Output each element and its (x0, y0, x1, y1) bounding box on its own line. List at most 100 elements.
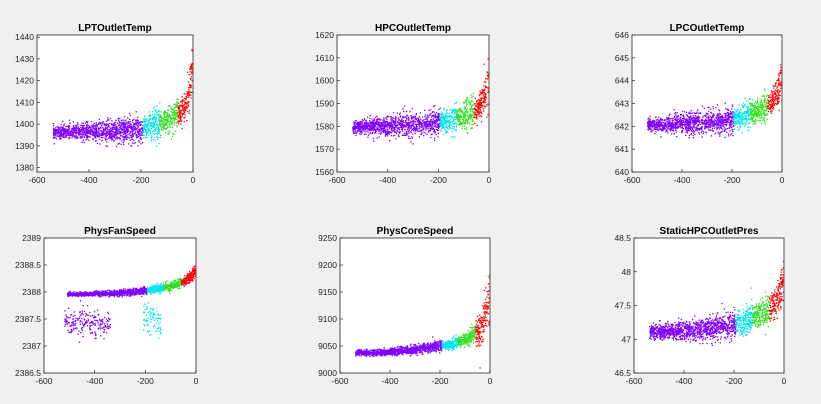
data-point (763, 99, 766, 101)
data-point (394, 121, 396, 123)
data-point (712, 130, 714, 132)
data-point (659, 128, 661, 130)
data-point (140, 124, 142, 126)
data-point (174, 113, 176, 116)
data-point (67, 125, 70, 127)
data-point (720, 131, 722, 133)
data-point (690, 125, 692, 128)
data-point (411, 136, 413, 138)
data-point (649, 126, 651, 128)
data-point (405, 120, 407, 122)
data-point (109, 117, 112, 120)
data-point (484, 106, 486, 108)
data-point (733, 111, 736, 113)
data-point (186, 93, 189, 96)
data-point (658, 120, 661, 122)
data-point (177, 116, 180, 118)
data-point (677, 115, 679, 117)
data-point (716, 104, 719, 106)
data-point (689, 121, 691, 123)
data-point (744, 111, 746, 113)
data-point (447, 122, 450, 124)
data-point (766, 106, 768, 108)
data-point (434, 124, 436, 126)
data-point (180, 109, 183, 111)
data-point (714, 132, 716, 135)
data-point (676, 120, 678, 122)
data-point (682, 117, 684, 120)
data-point (99, 135, 101, 137)
data-point (679, 113, 682, 115)
data-point (448, 123, 451, 126)
data-point (465, 128, 468, 131)
data-point (440, 128, 442, 131)
data-point (678, 126, 680, 128)
data-point (649, 127, 651, 130)
data-point (460, 123, 463, 126)
data-point (419, 118, 422, 120)
data-point (120, 143, 122, 145)
data-point (113, 133, 115, 135)
data-point (653, 122, 655, 124)
data-point (663, 124, 665, 126)
data-point (367, 125, 370, 127)
data-point (452, 109, 454, 111)
data-point (688, 121, 691, 123)
data-point (686, 122, 688, 125)
data-point (466, 108, 468, 110)
data-point (458, 119, 460, 121)
data-point (444, 125, 447, 127)
data-point (670, 128, 672, 131)
data-point (407, 130, 409, 133)
data-point (681, 110, 684, 113)
data-point (62, 128, 64, 131)
data-point (99, 121, 101, 123)
data-point (426, 124, 428, 126)
data-point (392, 123, 394, 126)
data-point (374, 122, 376, 124)
data-point (68, 125, 71, 128)
data-point (58, 126, 60, 128)
data-point (99, 128, 101, 130)
data-point (92, 138, 94, 140)
data-point (450, 121, 452, 123)
data-point (367, 122, 369, 124)
data-point (420, 129, 423, 131)
data-point (63, 127, 65, 130)
data-point (183, 110, 185, 112)
data-point (467, 132, 469, 134)
data-point (110, 127, 112, 130)
data-point (484, 96, 486, 98)
data-point (123, 127, 125, 129)
data-point (747, 110, 749, 112)
data-point (717, 113, 719, 115)
data-point (419, 112, 421, 114)
data-point (486, 104, 488, 106)
data-point (477, 99, 479, 102)
data-point (711, 122, 713, 124)
data-point (474, 114, 476, 116)
data-point (179, 109, 181, 111)
data-point (80, 126, 82, 129)
data-point (64, 136, 66, 138)
data-point (732, 120, 734, 122)
data-point (164, 124, 166, 126)
data-point (373, 129, 375, 132)
data-point (52, 131, 55, 133)
data-point (141, 121, 143, 123)
data-point (81, 141, 83, 143)
data-point (148, 119, 150, 121)
y-tick-label: 1570 (315, 144, 334, 154)
data-point (108, 125, 110, 127)
data-point (365, 124, 367, 127)
data-point (141, 142, 144, 144)
data-point (81, 122, 83, 124)
data-point (122, 124, 124, 126)
data-point (367, 124, 369, 126)
data-point (148, 128, 150, 130)
data-point (135, 137, 138, 139)
data-point (442, 124, 444, 126)
data-point (682, 119, 684, 121)
data-point (395, 126, 397, 128)
data-point (101, 134, 104, 136)
